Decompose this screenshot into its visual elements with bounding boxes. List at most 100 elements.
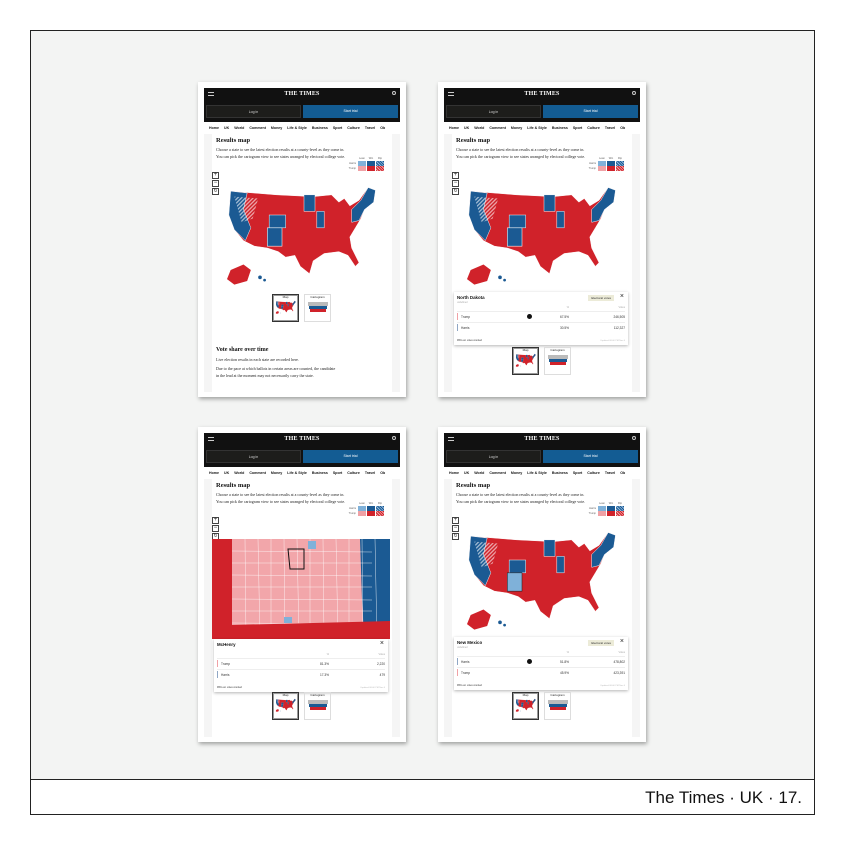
state-northeast[interactable] — [531, 698, 536, 704]
nav-item[interactable]: Ob — [380, 126, 386, 130]
nav-item[interactable]: Money — [270, 471, 283, 475]
logo[interactable]: THE TIMES — [524, 91, 560, 97]
state-illinois[interactable] — [316, 211, 325, 229]
nav-item[interactable]: Home — [209, 471, 219, 475]
start-trial-button[interactable]: Start trial — [303, 105, 398, 118]
nav-item[interactable]: Home — [449, 471, 459, 475]
county-mchenry-selected[interactable] — [287, 548, 305, 570]
state-new-mexico[interactable] — [507, 572, 523, 592]
nav-item[interactable]: Home — [209, 126, 219, 130]
zoom-in-button[interactable]: + — [452, 172, 459, 179]
state-alaska[interactable] — [227, 264, 251, 285]
state-new-mexico[interactable] — [267, 227, 283, 247]
search-icon[interactable] — [632, 91, 636, 95]
state-colorado[interactable] — [508, 559, 526, 574]
state-hawaii[interactable] — [498, 620, 502, 625]
state-northeast[interactable] — [531, 353, 536, 359]
nav-item[interactable]: Business — [551, 471, 568, 475]
search-icon[interactable] — [632, 436, 636, 440]
start-trial-button[interactable]: Start trial — [543, 105, 638, 118]
zoom-out-button[interactable]: − — [452, 180, 459, 187]
state-hawaii[interactable] — [258, 275, 262, 280]
us-map[interactable] — [515, 353, 537, 368]
nav-item[interactable]: Sport — [572, 126, 583, 130]
close-icon[interactable]: × — [619, 638, 624, 645]
start-trial-button[interactable]: Start trial — [303, 450, 398, 463]
state-colorado[interactable] — [280, 702, 284, 705]
nav-item[interactable]: Comment — [249, 471, 266, 475]
nav-item[interactable]: Travel — [604, 126, 616, 130]
us-states[interactable] — [228, 187, 376, 275]
map-view-toggle[interactable]: Map — [272, 692, 299, 720]
state-alaska[interactable] — [467, 264, 491, 285]
close-icon[interactable]: × — [379, 640, 384, 647]
state-new-mexico[interactable] — [520, 359, 523, 362]
start-trial-button[interactable]: Start trial — [543, 450, 638, 463]
state-alaska[interactable] — [515, 709, 519, 712]
state-illinois[interactable] — [556, 556, 565, 574]
nav-item[interactable]: Travel — [604, 471, 616, 475]
state-illinois[interactable] — [527, 357, 529, 360]
nav-item[interactable]: Life & Style — [527, 126, 547, 130]
zoom-in-button[interactable]: + — [212, 172, 219, 179]
us-states[interactable] — [515, 698, 536, 711]
nav-item[interactable]: World — [474, 126, 485, 130]
zoom-out-button[interactable]: − — [452, 525, 459, 532]
us-map[interactable] — [216, 182, 392, 292]
state-colorado[interactable] — [520, 702, 524, 705]
zoom-in-button[interactable]: + — [452, 517, 459, 524]
state-minnesota[interactable] — [360, 539, 390, 639]
state-minnesota[interactable] — [543, 194, 556, 212]
cartogram-view-toggle[interactable]: Cartogram — [544, 347, 571, 375]
us-map[interactable] — [275, 698, 297, 713]
cartogram-view-toggle[interactable]: Cartogram — [304, 692, 331, 720]
us-states[interactable] — [275, 698, 296, 711]
map-view-toggle[interactable]: Map — [512, 347, 539, 375]
county-lean-harris[interactable] — [308, 541, 316, 549]
search-icon[interactable] — [392, 436, 396, 440]
nav-item[interactable]: Money — [510, 126, 523, 130]
menu-icon[interactable] — [448, 437, 454, 441]
nav-item[interactable]: Culture — [587, 471, 600, 475]
nav-item[interactable]: Comment — [489, 471, 506, 475]
nav-item[interactable]: World — [234, 471, 245, 475]
state-new-mexico[interactable] — [280, 306, 283, 309]
nav-item[interactable]: Sport — [332, 126, 343, 130]
close-icon[interactable]: × — [619, 293, 624, 300]
nav-item[interactable]: Sport — [572, 471, 583, 475]
electoral-votes-badge[interactable]: Electoral votes — [588, 295, 614, 301]
login-button[interactable]: Log in — [446, 105, 541, 118]
us-states[interactable] — [468, 532, 616, 620]
state-colorado[interactable] — [508, 214, 526, 229]
login-button[interactable]: Log in — [446, 450, 541, 463]
state-northeast[interactable] — [591, 187, 616, 223]
menu-icon[interactable] — [208, 92, 214, 96]
search-icon[interactable] — [392, 91, 396, 95]
nav-item[interactable]: Business — [311, 471, 328, 475]
login-button[interactable]: Log in — [206, 105, 301, 118]
state-new-mexico[interactable] — [507, 227, 523, 247]
map-view-toggle[interactable]: Map — [512, 692, 539, 720]
us-map[interactable] — [456, 527, 632, 637]
menu-icon[interactable] — [208, 437, 214, 441]
nav-item[interactable]: Money — [510, 471, 523, 475]
menu-icon[interactable] — [448, 92, 454, 96]
nav-item[interactable]: Ob — [620, 126, 626, 130]
cartogram-view-toggle[interactable]: Cartogram — [304, 294, 331, 322]
zoom-out-button[interactable]: − — [212, 525, 219, 532]
state-northeast[interactable] — [591, 532, 616, 568]
reset-button[interactable]: ↻ — [452, 188, 459, 195]
nav-item[interactable]: Home — [449, 126, 459, 130]
nav-item[interactable]: Culture — [587, 126, 600, 130]
state-illinois[interactable] — [287, 304, 289, 307]
us-map[interactable] — [515, 698, 537, 713]
nav-item[interactable]: Business — [551, 126, 568, 130]
nav-item[interactable]: Travel — [364, 471, 376, 475]
state-illinois[interactable] — [556, 211, 565, 229]
state-alaska[interactable] — [275, 709, 279, 712]
cartogram-view-toggle[interactable]: Cartogram — [544, 692, 571, 720]
nav-item[interactable]: UK — [464, 126, 470, 130]
nav-item[interactable]: Travel — [364, 126, 376, 130]
nav-item[interactable]: Culture — [347, 126, 360, 130]
state-northeast[interactable] — [291, 300, 296, 306]
